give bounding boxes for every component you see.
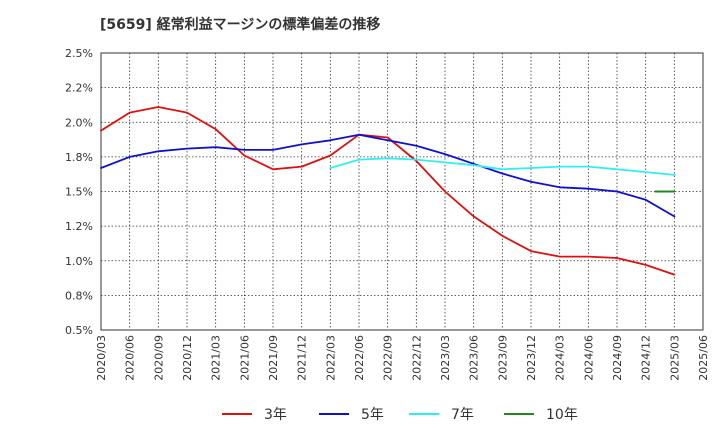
x-tick-label: 2022/06: [353, 335, 366, 381]
x-tick-label: 2025/06: [697, 335, 710, 381]
y-tick-label: 1.2%: [65, 220, 93, 233]
x-tick-label: 2024/09: [611, 335, 624, 381]
x-tick-label: 2024/03: [554, 335, 567, 381]
y-tick-label: 2.5%: [65, 47, 93, 60]
y-tick-label: 1.5%: [65, 186, 93, 199]
x-tick-label: 2022/09: [382, 335, 395, 381]
x-tick-label: 2020/09: [152, 335, 165, 381]
y-tick-label: 1.0%: [65, 255, 93, 268]
legend-label: 5年: [361, 407, 384, 423]
x-tick-label: 2021/12: [296, 335, 309, 381]
x-tick-label: 2020/12: [181, 335, 194, 381]
x-tick-label: 2021/06: [238, 335, 251, 381]
series-line-3年: [100, 106, 676, 276]
x-tick-label: 2024/12: [640, 335, 653, 381]
x-tick-label: 2020/03: [95, 335, 108, 381]
y-tick-label: 2.0%: [65, 116, 93, 129]
y-tick-label: 0.5%: [65, 324, 93, 337]
legend-label: 7年: [451, 407, 474, 423]
x-tick-label: 2022/03: [324, 335, 337, 381]
x-tick-label: 2021/03: [210, 335, 223, 381]
x-tick-label: 2025/03: [668, 335, 681, 381]
x-tick-label: 2023/06: [468, 335, 481, 381]
x-tick-label: 2022/12: [410, 335, 423, 381]
x-tick-label: 2020/06: [124, 335, 137, 381]
y-tick-label: 2.2%: [65, 82, 93, 95]
x-tick-label: 2024/06: [582, 335, 595, 381]
series-line-5年: [100, 133, 676, 218]
x-tick-label: 2023/12: [525, 335, 538, 381]
x-tick-label: 2023/09: [496, 335, 509, 381]
plot-border: [100, 52, 704, 331]
y-tick-label: 1.8%: [65, 151, 93, 164]
series-line-7年: [329, 157, 676, 176]
legend-label: 10年: [546, 407, 578, 423]
x-tick-label: 2023/03: [439, 335, 452, 381]
y-tick-label: 0.8%: [65, 289, 93, 302]
x-tick-label: 2021/09: [267, 335, 280, 381]
chart-title: [5659] 経常利益マージンの標準偏差の推移: [100, 17, 381, 33]
legend-label: 3年: [264, 407, 287, 423]
